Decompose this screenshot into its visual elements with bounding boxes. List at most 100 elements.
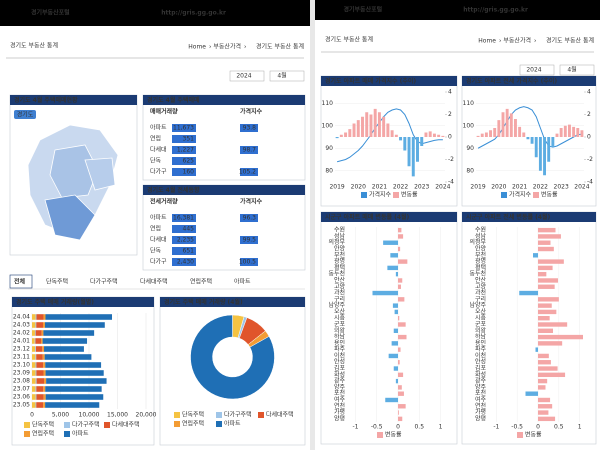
panel-title: 경기도 아파트 매매 가격지수 (추이) (325, 77, 416, 85)
panel (142, 94, 306, 181)
change-bar (399, 137, 403, 141)
change-bar (382, 116, 386, 137)
legend-label: 아파트 (72, 430, 89, 438)
breadcrumb-item[interactable]: Home (188, 44, 206, 51)
tab[interactable]: 아파트 (234, 278, 251, 286)
change-bar (543, 137, 546, 176)
header-url: http://gris.gg.go.kr (161, 10, 226, 17)
y-tick-label: 군포 (475, 321, 487, 328)
change-bar (538, 334, 583, 340)
y-tick-label: 23.11 (13, 354, 30, 361)
x-tick-label: 0 (396, 424, 400, 431)
y-tick-label: 110 (322, 100, 334, 107)
month-select[interactable] (559, 64, 595, 76)
month-select[interactable] (269, 70, 305, 82)
index-box (240, 168, 258, 176)
change-bar (538, 341, 563, 346)
legend-swatch (64, 431, 70, 437)
map-region[interactable] (84, 157, 116, 191)
change-bar (398, 360, 400, 365)
count-value: 160 (183, 169, 195, 176)
change-bar (538, 328, 553, 333)
count-box (172, 258, 196, 266)
change-bar (538, 284, 555, 289)
x-tick-label: 0.5 (554, 424, 564, 431)
count-value: 625 (183, 158, 195, 165)
month-select-text: 4월 (567, 66, 576, 74)
bar-segment (44, 378, 47, 384)
tab[interactable]: 다세대주택 (140, 278, 168, 286)
year-select[interactable] (229, 70, 265, 82)
year-select[interactable] (519, 64, 555, 76)
change-bar (398, 246, 401, 252)
column-header: 가격지수 (240, 108, 263, 116)
y-tick-label: 광주 (334, 378, 346, 385)
panel-title-bar (462, 212, 596, 222)
change-bar (424, 132, 428, 137)
y-tick-label: 김포 (334, 365, 346, 372)
row-label: 아파트 (150, 124, 167, 132)
legend-swatch (393, 192, 399, 198)
bar-segment (46, 378, 107, 384)
y-tick-label: 80 (466, 167, 474, 174)
change-bar (563, 125, 567, 137)
breadcrumb-item[interactable]: 경기도 부동산 통계 (546, 37, 594, 45)
change-bar (361, 116, 364, 137)
y2-tick-label: -4 (587, 179, 593, 186)
change-bar (538, 271, 547, 277)
row-label: 연립 (150, 135, 161, 143)
panel-title-bar (462, 76, 596, 86)
bar-segment (35, 362, 37, 368)
change-bar (390, 130, 394, 137)
y-tick-label: 24.03 (13, 322, 30, 329)
y-tick-label: 23.07 (13, 386, 30, 393)
count-value: 651 (183, 248, 195, 255)
legend-swatch (64, 422, 70, 428)
bar-segment (32, 322, 36, 328)
change-bar (538, 366, 558, 371)
row-label: 다세대 (150, 236, 167, 244)
y-tick-label: 고양 (334, 282, 346, 290)
change-bar (398, 391, 404, 396)
change-bar (393, 366, 398, 371)
map-region[interactable] (44, 194, 96, 241)
y-tick-label: 안산 (334, 276, 346, 284)
change-bar (580, 130, 584, 137)
legend-label: 가격지수 (369, 191, 392, 199)
y-tick-label: 양평 (475, 414, 486, 422)
change-bar (398, 259, 408, 264)
y-tick-label: 용인 (475, 340, 486, 347)
tab[interactable]: 연립주택 (190, 278, 212, 286)
y-tick-label: 고양 (475, 282, 487, 290)
change-bar (398, 322, 406, 327)
bar-segment (44, 322, 105, 328)
bar-segment (43, 362, 46, 368)
bar-segment (36, 394, 44, 400)
y-tick-label: 안성 (334, 358, 345, 366)
change-bar (538, 246, 554, 252)
change-bar (518, 126, 522, 137)
change-bar (441, 135, 445, 137)
change-bar (372, 290, 398, 296)
x-tick-label: 2020 (351, 184, 366, 191)
y-tick-label: 안양 (334, 245, 346, 253)
breadcrumb-item[interactable]: 경기도 부동산 통계 (256, 43, 304, 51)
breadcrumb-item[interactable]: Home (478, 38, 496, 45)
breadcrumb-item[interactable]: 부동산가격 (503, 37, 531, 45)
breadcrumb-item[interactable]: 부동산가격 (213, 43, 241, 51)
tab[interactable]: 전체 (14, 278, 26, 286)
change-bar (394, 309, 398, 315)
tab[interactable]: 다가구주택 (90, 278, 118, 286)
page-title: 경기도 부동산 통계 (10, 42, 58, 50)
change-bar (335, 137, 339, 139)
panel (142, 184, 306, 271)
breadcrumb-sep: › (499, 38, 501, 45)
tab-active[interactable] (9, 274, 33, 289)
month-select-text: 4월 (277, 72, 286, 80)
tab[interactable]: 단독주택 (46, 278, 68, 286)
map-region[interactable] (49, 144, 99, 199)
change-bar (497, 120, 501, 137)
change-bar (398, 284, 401, 289)
